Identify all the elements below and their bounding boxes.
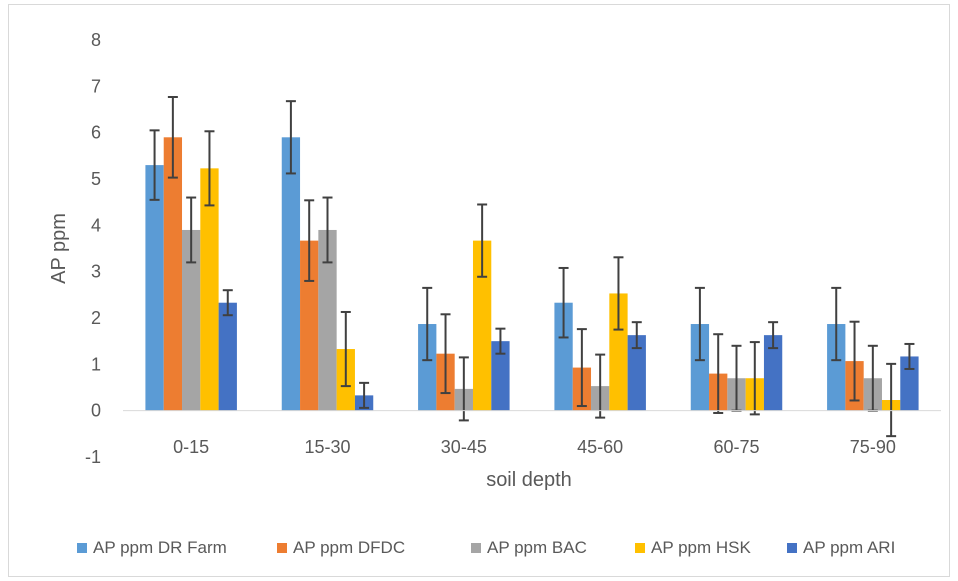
y-tick-label: 3 (91, 262, 101, 282)
bar (900, 356, 919, 411)
error-bar (613, 256, 624, 331)
error-bar (495, 327, 506, 355)
x-tick-label: 45-60 (577, 437, 623, 457)
error-bar (167, 95, 178, 179)
error-bar (631, 321, 642, 350)
error-bar (749, 341, 760, 416)
legend-item: AP ppm DR Farm (77, 538, 227, 557)
chart-frame: -1 0 1 2 3 4 5 6 7 8 0-15 15-30 30-45 45-60 60-75 75-9… (8, 4, 950, 577)
error-bar (558, 266, 569, 339)
error-bar (285, 100, 296, 175)
y-tick-label: 5 (91, 169, 101, 189)
legend-item: AP ppm DFDC (277, 538, 405, 557)
x-tick-label: 30-45 (441, 437, 487, 457)
legend-swatch (277, 543, 287, 553)
bar (281, 137, 301, 411)
error-bar (886, 362, 897, 438)
bar (318, 229, 337, 411)
error-bar (595, 353, 606, 419)
y-tick-label: 2 (91, 308, 101, 328)
bar (418, 324, 437, 411)
bar (218, 302, 237, 411)
legend-swatch (77, 543, 87, 553)
legend-item: AP ppm HSK (635, 538, 752, 557)
x-axis-ticks: 0-15 15-30 30-45 45-60 60-75 75-90 (173, 437, 896, 457)
x-axis-title: soil depth (486, 469, 572, 491)
legend-swatch (787, 543, 797, 553)
bar (163, 137, 183, 411)
error-bar (359, 381, 370, 409)
bar-chart: -1 0 1 2 3 4 5 6 7 8 0-15 15-30 30-45 45-60 60-75 75-9… (48, 30, 941, 557)
x-tick-label: 0-15 (173, 437, 209, 457)
y-tick-label: 0 (91, 401, 101, 421)
legend-label: AP ppm HSK (651, 538, 752, 557)
bar (690, 324, 710, 411)
error-bar (831, 286, 842, 362)
error-bar (304, 199, 315, 282)
y-tick-label: -1 (85, 447, 101, 467)
error-bar (222, 289, 233, 317)
error-bars-layer (149, 95, 915, 438)
legend-swatch (471, 543, 481, 553)
y-tick-label: 6 (91, 123, 101, 143)
bar (554, 302, 573, 411)
bar (763, 335, 783, 411)
error-bar (694, 286, 705, 362)
x-tick-label: 75-90 (850, 437, 896, 457)
error-bar (422, 286, 433, 362)
legend-item: AP ppm ARI (787, 538, 895, 557)
error-bar (458, 356, 469, 422)
y-tick-label: 7 (91, 76, 101, 96)
error-bar (477, 203, 488, 278)
y-tick-label: 4 (91, 215, 101, 235)
legend-swatch (635, 543, 645, 553)
bars-layer (145, 137, 919, 411)
y-axis-ticks: -1 0 1 2 3 4 5 6 7 8 (85, 30, 101, 467)
y-axis-title: AP ppm (48, 213, 70, 284)
error-bar (149, 129, 160, 201)
y-tick-label: 8 (91, 30, 101, 50)
legend-label: AP ppm DFDC (293, 538, 405, 557)
bar (491, 341, 510, 411)
error-bar (440, 313, 451, 395)
bar (827, 324, 846, 411)
error-bar (204, 130, 215, 207)
bar (609, 293, 628, 411)
error-bar (340, 310, 351, 388)
bar (472, 240, 492, 411)
error-bar (713, 333, 724, 414)
error-bar (322, 196, 333, 264)
legend: AP ppm DR Farm AP ppm DFDC AP ppm BAC AP pp… (77, 538, 895, 557)
x-tick-label: 15-30 (304, 437, 350, 457)
legend-label: AP ppm BAC (487, 538, 587, 557)
legend-label: AP ppm DR Farm (93, 538, 227, 557)
bar (145, 165, 164, 411)
error-bar (768, 321, 779, 350)
legend-label: AP ppm ARI (803, 538, 895, 557)
bar (300, 240, 319, 411)
bar (627, 335, 646, 411)
error-bar (576, 328, 587, 408)
error-bar (904, 342, 915, 370)
legend-item: AP ppm BAC (471, 538, 587, 557)
bar (200, 168, 219, 411)
x-tick-label: 60-75 (713, 437, 759, 457)
y-tick-label: 1 (91, 354, 101, 374)
bar (182, 229, 201, 411)
error-bar (849, 320, 860, 402)
error-bar (186, 196, 197, 264)
